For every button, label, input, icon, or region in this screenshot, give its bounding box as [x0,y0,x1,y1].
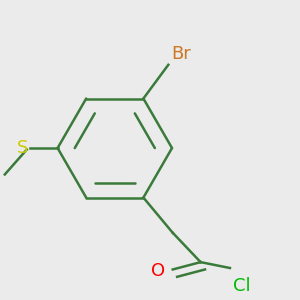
Text: Br: Br [171,45,191,63]
Text: Cl: Cl [233,277,250,295]
Text: O: O [151,262,165,280]
Text: S: S [17,139,28,157]
